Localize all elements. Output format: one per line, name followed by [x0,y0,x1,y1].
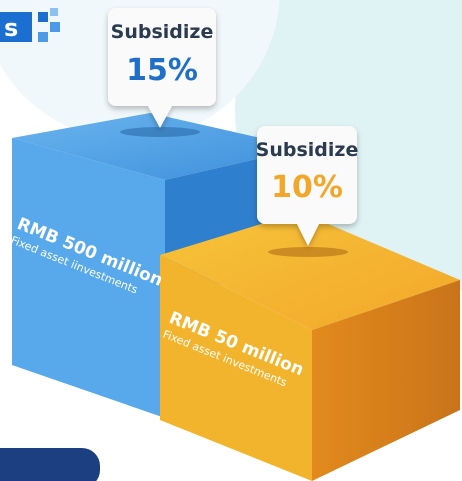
callout-label: Subsidize [111,21,214,43]
logo-text: s [4,14,18,42]
bottom-tab [0,448,100,481]
logo-pixel [38,32,48,42]
callout-shadow [268,247,348,257]
infographic: s Subsidize 15% Subsidize 10% RMB 500 mi… [0,0,462,481]
logo-pixel [50,22,60,32]
callout-value: 15% [126,53,198,88]
logo-pixel [50,8,58,16]
callout-label: Subsidize [256,139,359,161]
logo-pixel [38,12,48,22]
callout-shadow [120,127,200,137]
callout-value: 10% [271,170,343,205]
